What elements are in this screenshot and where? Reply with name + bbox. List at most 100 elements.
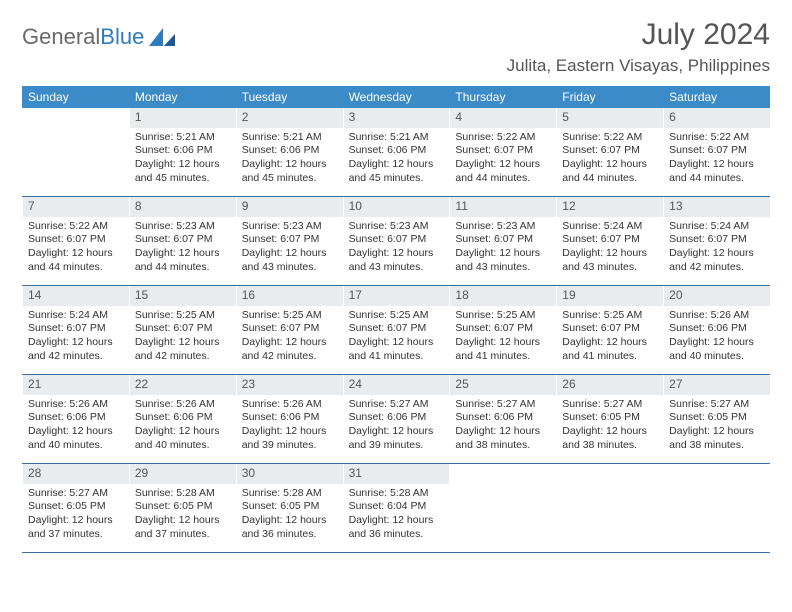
daylight-text: and 41 minutes.: [349, 350, 445, 364]
daylight-text: Daylight: 12 hours: [135, 425, 231, 439]
daylight-text: Daylight: 12 hours: [135, 247, 231, 261]
day-number: 8: [130, 197, 236, 217]
day-number: 26: [557, 375, 663, 395]
day-header-thu: Thursday: [449, 86, 556, 108]
day-cell: 3Sunrise: 5:21 AMSunset: 6:06 PMDaylight…: [343, 108, 450, 196]
daylight-text: and 38 minutes.: [562, 439, 658, 453]
daylight-text: Daylight: 12 hours: [28, 247, 124, 261]
day-header-tue: Tuesday: [236, 86, 343, 108]
day-header-row: Sunday Monday Tuesday Wednesday Thursday…: [22, 86, 770, 108]
day-number: 25: [450, 375, 556, 395]
sunrise-text: Sunrise: 5:25 AM: [135, 309, 231, 323]
sunrise-text: Sunrise: 5:27 AM: [669, 398, 765, 412]
sunset-text: Sunset: 6:07 PM: [562, 233, 658, 247]
sunset-text: Sunset: 6:05 PM: [135, 500, 231, 514]
day-number: 22: [130, 375, 236, 395]
day-cell: 6Sunrise: 5:22 AMSunset: 6:07 PMDaylight…: [663, 108, 770, 196]
daylight-text: and 43 minutes.: [242, 261, 338, 275]
sunrise-text: Sunrise: 5:22 AM: [669, 131, 765, 145]
daylight-text: Daylight: 12 hours: [28, 336, 124, 350]
day-number: 30: [237, 464, 343, 484]
daylight-text: Daylight: 12 hours: [669, 158, 765, 172]
sunset-text: Sunset: 6:06 PM: [242, 144, 338, 158]
daylight-text: Daylight: 12 hours: [455, 158, 551, 172]
daylight-text: and 41 minutes.: [455, 350, 551, 364]
sunset-text: Sunset: 6:07 PM: [455, 144, 551, 158]
weeks-container: 1Sunrise: 5:21 AMSunset: 6:06 PMDaylight…: [22, 108, 770, 553]
daylight-text: Daylight: 12 hours: [669, 247, 765, 261]
daylight-text: and 36 minutes.: [349, 528, 445, 542]
calendar: Sunday Monday Tuesday Wednesday Thursday…: [22, 86, 770, 553]
sunrise-text: Sunrise: 5:28 AM: [349, 487, 445, 501]
day-cell: 17Sunrise: 5:25 AMSunset: 6:07 PMDayligh…: [343, 286, 450, 374]
day-cell: 8Sunrise: 5:23 AMSunset: 6:07 PMDaylight…: [129, 197, 236, 285]
daylight-text: Daylight: 12 hours: [349, 514, 445, 528]
day-number: 4: [450, 108, 556, 128]
sunset-text: Sunset: 6:07 PM: [455, 322, 551, 336]
sunrise-text: Sunrise: 5:25 AM: [349, 309, 445, 323]
day-cell: [22, 108, 129, 196]
daylight-text: and 38 minutes.: [669, 439, 765, 453]
day-header-wed: Wednesday: [343, 86, 450, 108]
sunrise-text: Sunrise: 5:22 AM: [562, 131, 658, 145]
day-number: 10: [344, 197, 450, 217]
sunset-text: Sunset: 6:07 PM: [349, 322, 445, 336]
day-cell: 16Sunrise: 5:25 AMSunset: 6:07 PMDayligh…: [236, 286, 343, 374]
sunset-text: Sunset: 6:07 PM: [135, 322, 231, 336]
sunset-text: Sunset: 6:06 PM: [349, 411, 445, 425]
day-header-sat: Saturday: [663, 86, 770, 108]
daylight-text: Daylight: 12 hours: [242, 247, 338, 261]
daylight-text: and 45 minutes.: [135, 172, 231, 186]
daylight-text: Daylight: 12 hours: [242, 336, 338, 350]
month-title: July 2024: [507, 18, 770, 52]
daylight-text: and 40 minutes.: [135, 439, 231, 453]
day-number: 14: [23, 286, 129, 306]
day-cell: 15 Sunrise: 5:25 AMSunset: 6:07 PMDayligh…: [129, 286, 236, 374]
day-header-fri: Friday: [556, 86, 663, 108]
sunrise-text: Sunrise: 5:26 AM: [135, 398, 231, 412]
sunset-text: Sunset: 6:07 PM: [562, 144, 658, 158]
sunset-text: Sunset: 6:06 PM: [28, 411, 124, 425]
sunset-text: Sunset: 6:07 PM: [242, 233, 338, 247]
sunset-text: Sunset: 6:07 PM: [28, 322, 124, 336]
daylight-text: Daylight: 12 hours: [135, 336, 231, 350]
day-number: 15: [130, 286, 236, 306]
daylight-text: and 45 minutes.: [349, 172, 445, 186]
day-cell: 5Sunrise: 5:22 AMSunset: 6:07 PMDaylight…: [556, 108, 663, 196]
sunset-text: Sunset: 6:07 PM: [562, 322, 658, 336]
day-number: 12: [557, 197, 663, 217]
day-cell: 18Sunrise: 5:25 AMSunset: 6:07 PMDayligh…: [449, 286, 556, 374]
sunrise-text: Sunrise: 5:21 AM: [135, 131, 231, 145]
daylight-text: Daylight: 12 hours: [669, 425, 765, 439]
sunrise-text: Sunrise: 5:27 AM: [28, 487, 124, 501]
day-cell: [449, 464, 556, 552]
location-text: Julita, Eastern Visayas, Philippines: [507, 56, 770, 76]
sunset-text: Sunset: 6:05 PM: [28, 500, 124, 514]
daylight-text: Daylight: 12 hours: [349, 158, 445, 172]
daylight-text: and 42 minutes.: [242, 350, 338, 364]
page-header: GeneralBlue July 2024 Julita, Eastern Vi…: [22, 18, 770, 76]
daylight-text: and 40 minutes.: [28, 439, 124, 453]
day-number: 27: [664, 375, 770, 395]
daylight-text: Daylight: 12 hours: [28, 514, 124, 528]
sunrise-text: Sunrise: 5:25 AM: [562, 309, 658, 323]
daylight-text: Daylight: 12 hours: [455, 425, 551, 439]
day-number: 31: [344, 464, 450, 484]
day-number: 5: [557, 108, 663, 128]
day-header-sun: Sunday: [22, 86, 129, 108]
day-cell: [663, 464, 770, 552]
daylight-text: and 37 minutes.: [28, 528, 124, 542]
day-number: 3: [344, 108, 450, 128]
sunrise-text: Sunrise: 5:28 AM: [135, 487, 231, 501]
sunrise-text: Sunrise: 5:27 AM: [349, 398, 445, 412]
sunset-text: Sunset: 6:06 PM: [135, 144, 231, 158]
sunrise-text: Sunrise: 5:26 AM: [242, 398, 338, 412]
day-number: 1: [130, 108, 236, 128]
sunrise-text: Sunrise: 5:23 AM: [242, 220, 338, 234]
sunrise-text: Sunrise: 5:21 AM: [242, 131, 338, 145]
daylight-text: and 43 minutes.: [349, 261, 445, 275]
daylight-text: and 45 minutes.: [242, 172, 338, 186]
sunrise-text: Sunrise: 5:26 AM: [28, 398, 124, 412]
day-cell: 2Sunrise: 5:21 AMSunset: 6:06 PMDaylight…: [236, 108, 343, 196]
daylight-text: Daylight: 12 hours: [135, 514, 231, 528]
